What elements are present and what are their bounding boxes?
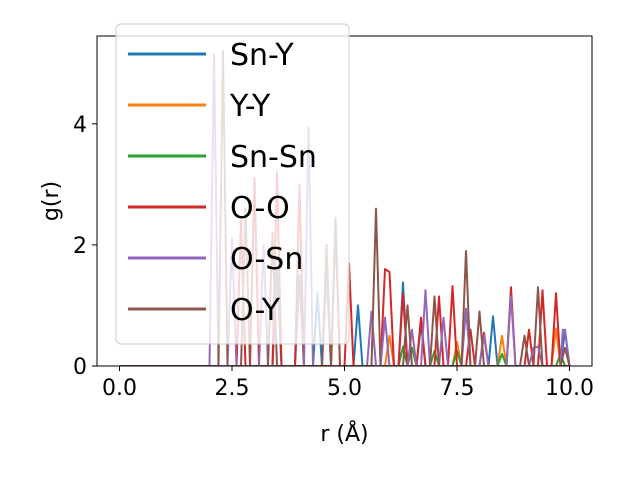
x-tick-label: 2.5 xyxy=(215,376,250,401)
series-line-o-y xyxy=(119,50,571,366)
legend-label-o-sn: O-Sn xyxy=(230,242,303,277)
y-tick-label: 2 xyxy=(73,234,87,259)
x-tick-label: 0.0 xyxy=(102,376,137,401)
y-tick-label: 0 xyxy=(73,355,87,380)
x-tick-label: 10.0 xyxy=(545,376,594,401)
x-axis-label: r (Å) xyxy=(320,420,368,447)
legend: Sn-Y Y-Y Sn-Sn O-O O-Sn O-Y xyxy=(115,23,350,345)
legend-label-sn-y: Sn-Y xyxy=(230,38,294,73)
x-tick-label: 5.0 xyxy=(327,376,362,401)
legend-label-o-y: O-Y xyxy=(230,293,281,328)
series-line-y-y xyxy=(119,327,570,366)
series-line-sn-y xyxy=(119,268,571,366)
y-axis-ticks: 0 2 4 xyxy=(73,113,97,380)
legend-label-sn-sn: Sn-Sn xyxy=(230,140,317,175)
y-tick-label: 4 xyxy=(73,113,87,138)
legend-label-y-y: Y-Y xyxy=(229,89,271,124)
x-axis-ticks: 0.0 2.5 5.0 7.5 10.0 xyxy=(102,366,594,401)
legend-label-o-o: O-O xyxy=(230,191,290,226)
x-tick-label: 7.5 xyxy=(440,376,475,401)
y-axis-label: g(r) xyxy=(39,181,64,221)
